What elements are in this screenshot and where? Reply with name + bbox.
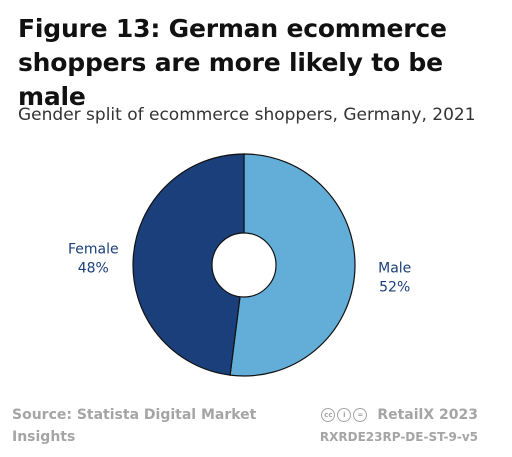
by-icon: i bbox=[337, 408, 352, 422]
slice-label-female: Female bbox=[68, 242, 119, 258]
brand-name: RetailX 2023 bbox=[377, 407, 478, 423]
license-icons: cc i = bbox=[321, 408, 368, 422]
slice-male bbox=[229, 153, 356, 377]
source-note: Source: Statista Digital Market Insights bbox=[12, 407, 257, 445]
donut-chart: Male 52% Female 48% bbox=[68, 153, 411, 377]
slice-label-male: Male bbox=[378, 260, 411, 276]
cc-icon: cc bbox=[321, 408, 336, 422]
donut-hole bbox=[211, 232, 277, 298]
slice-value-female: 48% bbox=[78, 261, 109, 277]
slice-value-male: 52% bbox=[379, 279, 410, 295]
chart-subtitle: Gender split of ecommerce shoppers, Germ… bbox=[18, 105, 476, 125]
brand-block: cc i = RetailX 2023 RXRDE23RP-DE-ST-9-v5 bbox=[320, 404, 478, 448]
nd-icon: = bbox=[353, 408, 368, 422]
slice-female bbox=[132, 153, 245, 376]
chart-title: Figure 13: German ecommerce shoppers are… bbox=[18, 14, 447, 111]
report-code: RXRDE23RP-DE-ST-9-v5 bbox=[319, 430, 478, 444]
